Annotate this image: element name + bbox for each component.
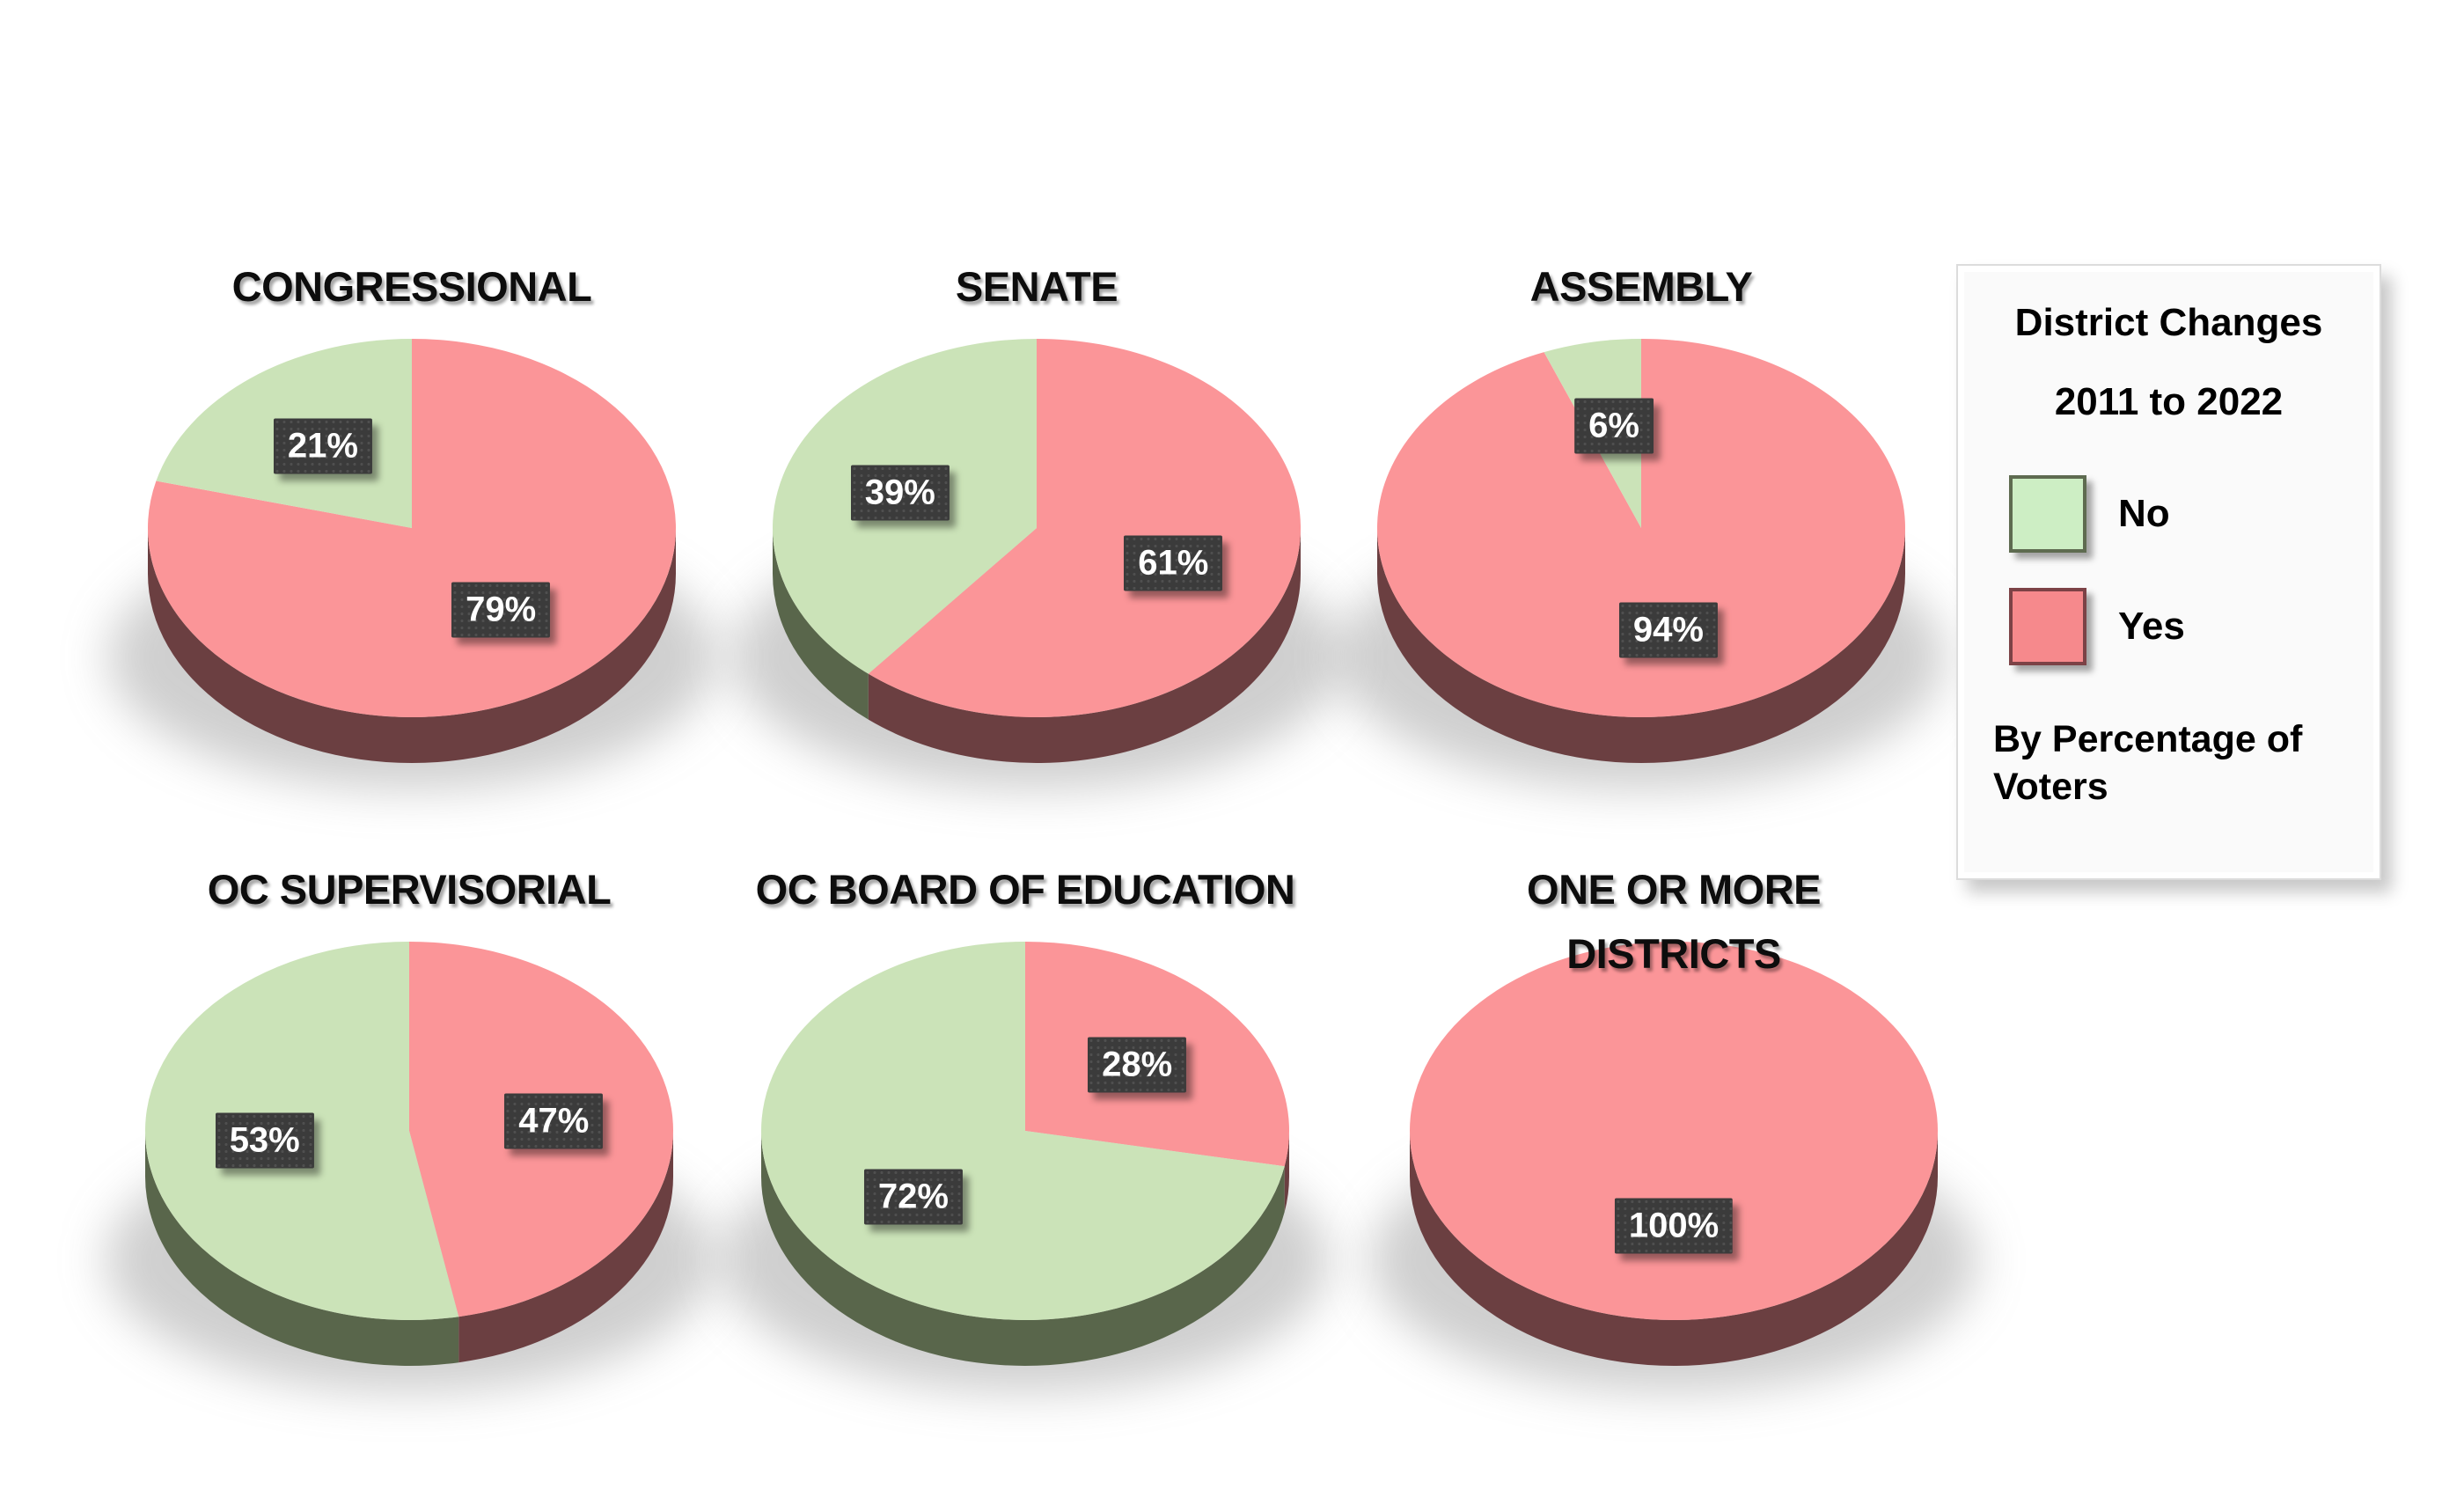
chart-one-or-more-districts: ONE OR MORE DISTRICTS 100% bbox=[1322, 840, 2026, 1392]
legend-items: No Yes bbox=[1993, 475, 2344, 665]
pie-oc-supervisorial bbox=[145, 942, 674, 1366]
chart-title: ASSEMBLY bbox=[1529, 263, 1753, 310]
chart-title: OC SUPERVISORIAL bbox=[207, 866, 612, 913]
legend-item-yes: Yes bbox=[1993, 588, 2344, 665]
chart-senate: SENATE 61% 39% bbox=[685, 238, 1389, 789]
pie-oc-board-of-education bbox=[760, 942, 1289, 1366]
pie-percent-label: 100% bbox=[1614, 1198, 1734, 1253]
pie-assembly bbox=[1377, 339, 1905, 763]
chart-oc-board-of-education: OC BOARD OF EDUCATION 28% 72% bbox=[673, 840, 1377, 1392]
legend-footer: By Percentage of Voters bbox=[1993, 718, 2303, 808]
chart-congressional: CONGRESSIONAL 79% 21% bbox=[60, 238, 764, 789]
pie-percent-label: 79% bbox=[451, 582, 551, 638]
chart-assembly: ASSEMBLY 94% 6% bbox=[1289, 238, 1993, 789]
chart-title: SENATE bbox=[955, 263, 1118, 310]
pie-percent-label: 47% bbox=[504, 1093, 604, 1149]
pie-drop-shadow bbox=[1338, 525, 1945, 789]
pie-percent-label: 39% bbox=[850, 465, 950, 521]
legend-swatch-no bbox=[2009, 475, 2086, 553]
pie-drop-shadow bbox=[106, 1128, 713, 1392]
chart-title: CONGRESSIONAL bbox=[231, 263, 592, 310]
pie-one-or-more-districts bbox=[1410, 942, 1938, 1366]
legend: District Changes 2011 to 2022 No Yes By … bbox=[1956, 264, 2381, 880]
legend-item-label: No bbox=[2118, 492, 2170, 535]
chart-title: OC BOARD OF EDUCATION bbox=[755, 866, 1295, 913]
legend-item-label: Yes bbox=[2118, 605, 2185, 648]
pie-percent-label: 28% bbox=[1088, 1037, 1187, 1093]
pie-percent-label: 94% bbox=[1618, 602, 1718, 658]
chart-title: ONE OR MORE DISTRICTS bbox=[1527, 866, 1821, 977]
legend-swatch-yes bbox=[2009, 588, 2086, 665]
pie-drop-shadow bbox=[722, 1128, 1329, 1392]
pie-drop-shadow bbox=[733, 525, 1340, 789]
pie-congressional bbox=[147, 339, 677, 763]
pie-percent-label: 61% bbox=[1124, 535, 1223, 591]
legend-item-no: No bbox=[1993, 475, 2344, 553]
pie-senate bbox=[773, 339, 1301, 763]
chart-oc-supervisorial: OC SUPERVISORIAL 47% 53% bbox=[57, 840, 761, 1392]
pie-drop-shadow bbox=[1370, 1128, 1977, 1392]
legend-subtitle: 2011 to 2022 bbox=[2054, 380, 2284, 423]
pie-percent-label: 53% bbox=[215, 1112, 314, 1169]
pie-percent-label: 6% bbox=[1574, 398, 1654, 454]
pie-percent-label: 72% bbox=[863, 1169, 963, 1225]
pie-drop-shadow bbox=[108, 525, 715, 789]
legend-title: District Changes bbox=[2014, 301, 2323, 344]
pie-percent-label: 21% bbox=[273, 418, 372, 474]
